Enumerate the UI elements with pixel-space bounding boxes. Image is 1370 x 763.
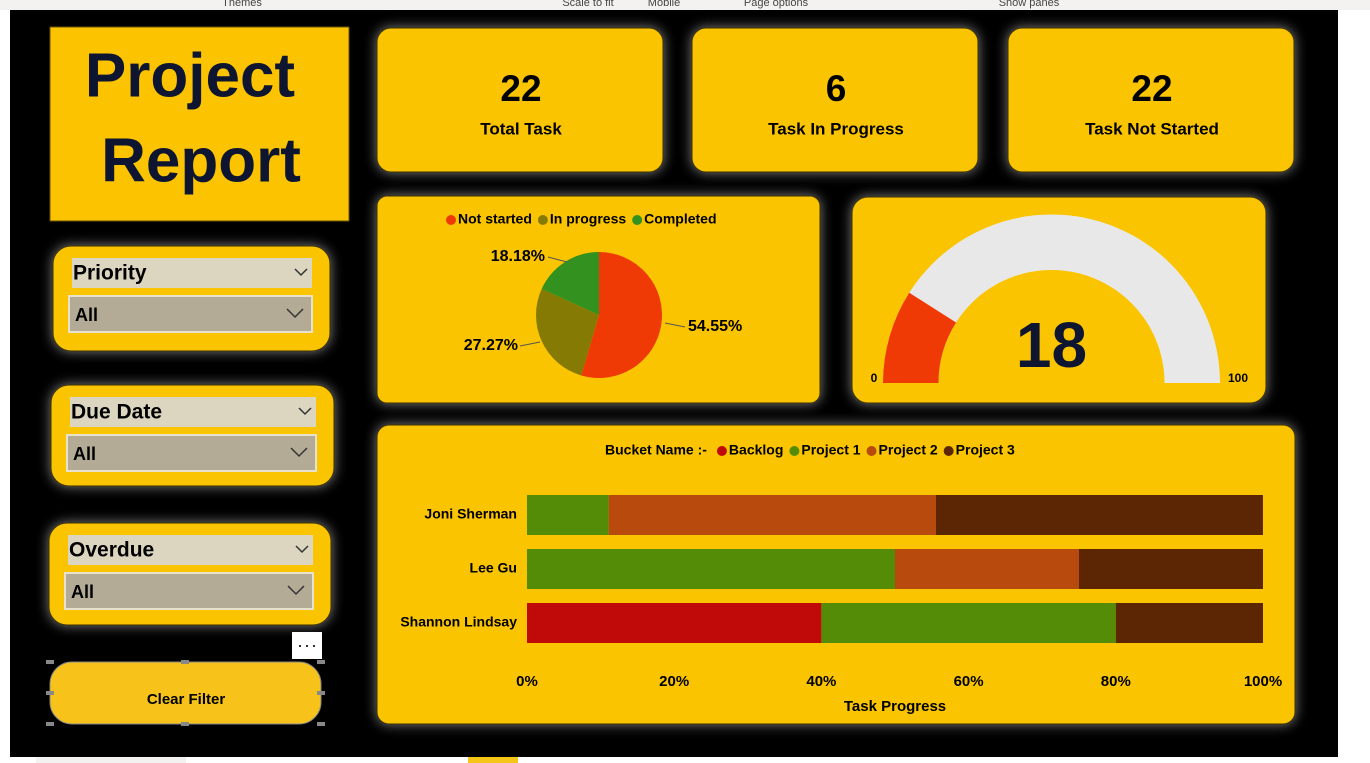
legend-label[interactable]: Backlog (729, 442, 783, 458)
selection-handle (46, 722, 54, 726)
legend-marker (632, 215, 643, 225)
slicer-header (68, 535, 313, 565)
selection-handle (317, 691, 325, 695)
selection-handle (46, 660, 54, 664)
gauge-track (883, 214, 1220, 383)
slicer-label: Overdue (69, 539, 154, 562)
toolbar (0, 0, 1370, 10)
x-tick-label: 0% (516, 673, 538, 690)
data-label: 54.55% (688, 318, 742, 335)
legend-marker (446, 215, 456, 225)
slicer-dropdown[interactable] (64, 572, 314, 610)
bar-segment (527, 603, 822, 643)
y-tick-label: Joni Sherman (424, 506, 517, 522)
kpi-value: 6 (826, 68, 847, 109)
toolbar-item[interactable]: Mobile (648, 0, 680, 9)
x-tick-label: 60% (954, 673, 984, 690)
slicer-label: Due Date (71, 401, 162, 424)
bar-segment (895, 549, 1079, 589)
leader-line (547, 256, 568, 263)
button-label: Clear Filter (147, 691, 226, 708)
legend-label[interactable]: Completed (644, 211, 716, 227)
legend-label[interactable]: Not started (458, 211, 532, 227)
legend-title: Bucket Name :- (605, 442, 707, 458)
bar-segment (527, 495, 609, 535)
chevron-icon (295, 545, 309, 554)
chevron-icon (287, 585, 305, 596)
active-page-tab[interactable] (468, 757, 518, 763)
kpi-label: Task In Progress (768, 119, 904, 138)
bar-segment (1079, 549, 1263, 589)
report-title: Project (85, 41, 295, 110)
slicer-label: Priority (73, 262, 147, 285)
leader-line (519, 341, 541, 347)
chevron-icon (298, 407, 312, 416)
legend-marker (716, 446, 727, 456)
x-tick-label: 100% (1244, 673, 1282, 690)
x-axis-title: Task Progress (844, 698, 946, 715)
gauge-fill (883, 292, 957, 383)
kpi-value: 22 (1131, 68, 1172, 109)
page-tab[interactable] (36, 757, 186, 763)
bar-segment (527, 549, 895, 589)
selection-handle (317, 660, 325, 664)
gauge-max: 100 (1228, 371, 1248, 385)
selection-handle (181, 660, 189, 664)
legend-marker (943, 446, 954, 456)
toolbar-item[interactable]: Show panes (999, 0, 1060, 9)
toolbar-item[interactable]: Scale to fit (562, 0, 613, 9)
slicer-header (70, 397, 316, 427)
pie-slice (536, 288, 599, 376)
selection-handle (46, 691, 54, 695)
bar-segment (608, 495, 936, 535)
kpi-label: Total Task (480, 119, 562, 138)
legend-label[interactable]: In progress (550, 211, 626, 227)
slicer-header (72, 258, 312, 288)
x-tick-label: 40% (806, 673, 836, 690)
pie-slice (581, 252, 662, 378)
gauge-min: 0 (871, 371, 878, 385)
gauge-value: 18 (1016, 309, 1087, 381)
y-tick-label: Shannon Lindsay (400, 614, 517, 630)
y-tick-label: Lee Gu (470, 560, 517, 576)
legend-label[interactable]: Project 3 (956, 442, 1015, 458)
data-label: 18.18% (491, 248, 545, 265)
legend-label[interactable]: Project 2 (879, 442, 938, 458)
kpi-label: Task Not Started (1085, 119, 1219, 138)
legend-label[interactable]: Project 1 (801, 442, 860, 458)
chevron-icon (286, 308, 304, 319)
selection-handle (317, 722, 325, 726)
legend-marker (866, 446, 877, 456)
selection-handle (181, 722, 189, 726)
legend-marker (537, 215, 548, 225)
leader-line (664, 322, 686, 328)
bar-segment (1115, 603, 1263, 643)
chevron-icon (290, 447, 308, 458)
toolbar-item[interactable]: Themes (222, 0, 262, 9)
slicer-dropdown[interactable] (66, 434, 317, 472)
legend-marker (789, 446, 800, 456)
slicer-selection: All (75, 305, 98, 325)
x-tick-label: 20% (659, 673, 689, 690)
data-label: 27.27% (464, 337, 518, 354)
slicer-selection: All (73, 444, 96, 464)
kpi-card (376, 27, 664, 173)
kpi-value: 22 (500, 68, 541, 109)
kpi-card (1007, 27, 1295, 173)
slicer-dropdown[interactable] (68, 295, 313, 333)
bar-segment (821, 603, 1116, 643)
bar-segment (935, 495, 1263, 535)
report-title: Report (101, 126, 301, 195)
chevron-icon (294, 268, 308, 277)
slicer-selection: All (71, 582, 94, 602)
title-box (49, 26, 350, 222)
pie-slice (541, 252, 599, 315)
toolbar-item[interactable]: Page options (744, 0, 809, 9)
x-tick-label: 80% (1101, 673, 1131, 690)
kpi-card (691, 27, 979, 173)
